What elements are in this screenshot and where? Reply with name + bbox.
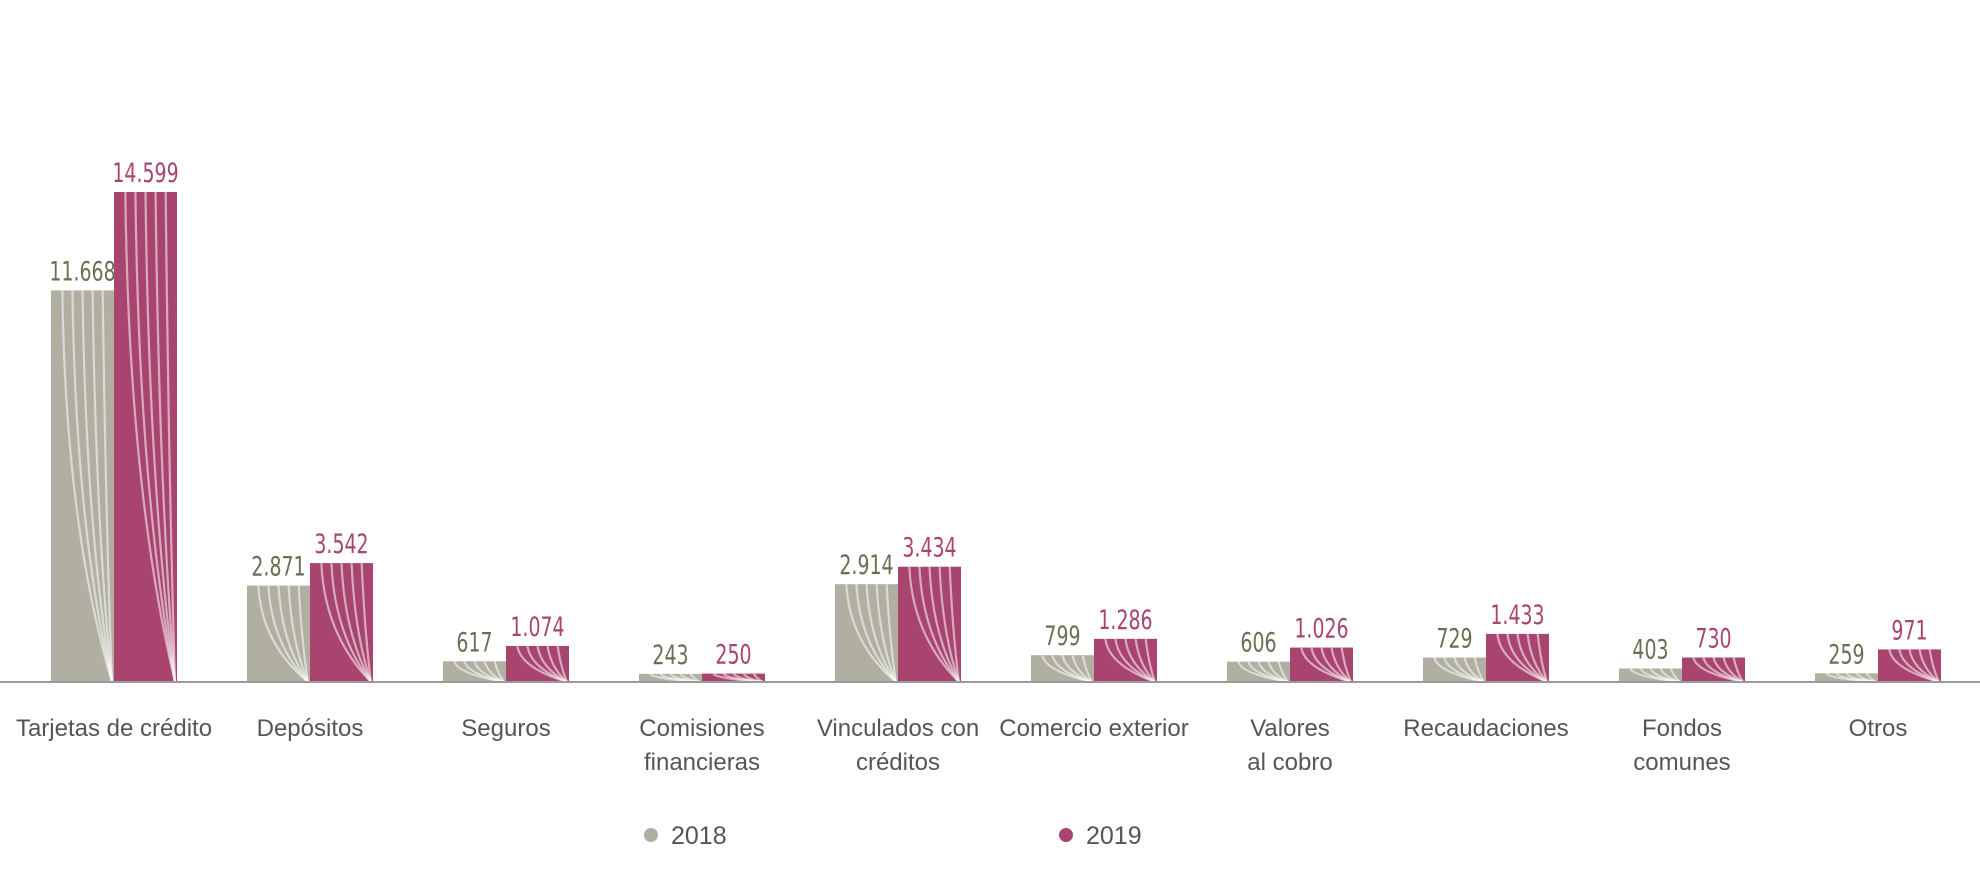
bar-group-2019-5 bbox=[1094, 638, 1157, 683]
value-label-2018-1: 2.871 bbox=[251, 551, 305, 582]
category-label-8: Fondos comunes bbox=[1633, 715, 1730, 776]
bar-group-2018-5 bbox=[1031, 655, 1094, 683]
legend-label: 2018 bbox=[671, 822, 727, 850]
bar-group-2018-1 bbox=[247, 585, 310, 683]
bars-layer: 11.668 14.599 2.871 3.542 617 1.074 243 250 2.91… bbox=[49, 157, 1941, 683]
bar-group-2019-4 bbox=[898, 566, 961, 682]
bar-stripes bbox=[1237, 661, 1289, 683]
value-label-2018-8: 403 bbox=[1632, 634, 1668, 665]
bar-stripes bbox=[453, 661, 505, 683]
bar-group-2018-6 bbox=[1227, 661, 1290, 683]
bar-group-2019-9 bbox=[1878, 649, 1941, 683]
legend-label: 2019 bbox=[1086, 822, 1142, 850]
bar-group-2018-7 bbox=[1423, 657, 1486, 682]
bar-stripes bbox=[1888, 649, 1940, 683]
value-label-2019-7: 1.433 bbox=[1490, 599, 1544, 630]
legend-item-2018: 2018 bbox=[644, 822, 727, 850]
bar-stripes bbox=[124, 192, 177, 682]
bar-group-2019-8 bbox=[1682, 657, 1745, 683]
bar-group-2019-3 bbox=[702, 673, 765, 682]
legend-item-2019: 2019 bbox=[1059, 822, 1142, 850]
value-label-2018-9: 259 bbox=[1828, 639, 1864, 670]
bar-group-2018-9 bbox=[1815, 673, 1878, 683]
bar-stripes bbox=[1433, 657, 1485, 682]
category-label-6: Valores al cobro bbox=[1247, 715, 1332, 776]
bar-group-2019-7 bbox=[1486, 633, 1549, 683]
legend: 2018 2019 bbox=[644, 822, 1142, 850]
bar-stripes bbox=[257, 585, 310, 683]
bar-stripes bbox=[320, 563, 373, 682]
bar-stripes bbox=[1692, 657, 1744, 683]
category-label-1: Depósitos bbox=[257, 715, 364, 742]
bar-stripes bbox=[61, 290, 114, 682]
category-label-4: Vinculados con créditos bbox=[817, 715, 979, 776]
bar-group-2018-2 bbox=[443, 661, 506, 683]
legend-dot-icon bbox=[1059, 828, 1073, 842]
bar-group-2018-0 bbox=[51, 290, 114, 682]
category-label-3: Comisiones financieras bbox=[639, 715, 764, 776]
category-label-5: Comercio exterior bbox=[999, 715, 1188, 742]
category-labels: Tarjetas de crédito Depósitos Seguros Comis… bbox=[16, 715, 1907, 776]
category-label-2: Seguros bbox=[461, 715, 550, 742]
bar-group-2019-0 bbox=[114, 192, 177, 682]
value-label-2018-2: 617 bbox=[456, 627, 492, 658]
bar-group-2019-6 bbox=[1290, 647, 1353, 683]
bar-group-2019-1 bbox=[310, 563, 373, 682]
value-label-2018-4: 2.914 bbox=[839, 550, 893, 581]
value-label-2019-6: 1.026 bbox=[1294, 613, 1348, 644]
value-label-2019-9: 971 bbox=[1891, 615, 1927, 646]
value-label-2019-0: 14.599 bbox=[112, 157, 178, 188]
value-label-2019-5: 1.286 bbox=[1098, 604, 1152, 635]
bar-group-2018-3 bbox=[639, 673, 702, 682]
bar-stripes bbox=[845, 584, 898, 682]
bar-stripes bbox=[1496, 633, 1549, 683]
bar-stripes bbox=[516, 645, 569, 683]
category-label-7: Recaudaciones bbox=[1403, 715, 1568, 742]
value-label-2019-4: 3.434 bbox=[902, 532, 956, 563]
bar-group-2018-8 bbox=[1619, 668, 1682, 683]
category-label-9: Otros bbox=[1849, 715, 1908, 742]
bar-stripes bbox=[1300, 647, 1353, 683]
bar-group-2018-4 bbox=[835, 584, 898, 682]
bar-stripes bbox=[1041, 655, 1093, 683]
value-label-2019-2: 1.074 bbox=[510, 611, 564, 642]
value-label-2019-1: 3.542 bbox=[314, 529, 368, 560]
legend-dot-icon bbox=[644, 828, 658, 842]
value-label-2018-6: 606 bbox=[1240, 627, 1276, 658]
category-label-0: Tarjetas de crédito bbox=[16, 715, 212, 742]
bar-stripes bbox=[1104, 638, 1157, 683]
value-label-2018-5: 799 bbox=[1044, 621, 1080, 652]
bar-stripes bbox=[908, 566, 961, 682]
bar-group-2019-2 bbox=[506, 645, 569, 683]
value-label-2018-0: 11.668 bbox=[49, 256, 115, 287]
value-label-2019-8: 730 bbox=[1695, 623, 1731, 654]
value-label-2018-7: 729 bbox=[1436, 623, 1472, 654]
value-label-2018-3: 243 bbox=[652, 639, 688, 670]
value-label-2019-3: 250 bbox=[715, 639, 751, 670]
